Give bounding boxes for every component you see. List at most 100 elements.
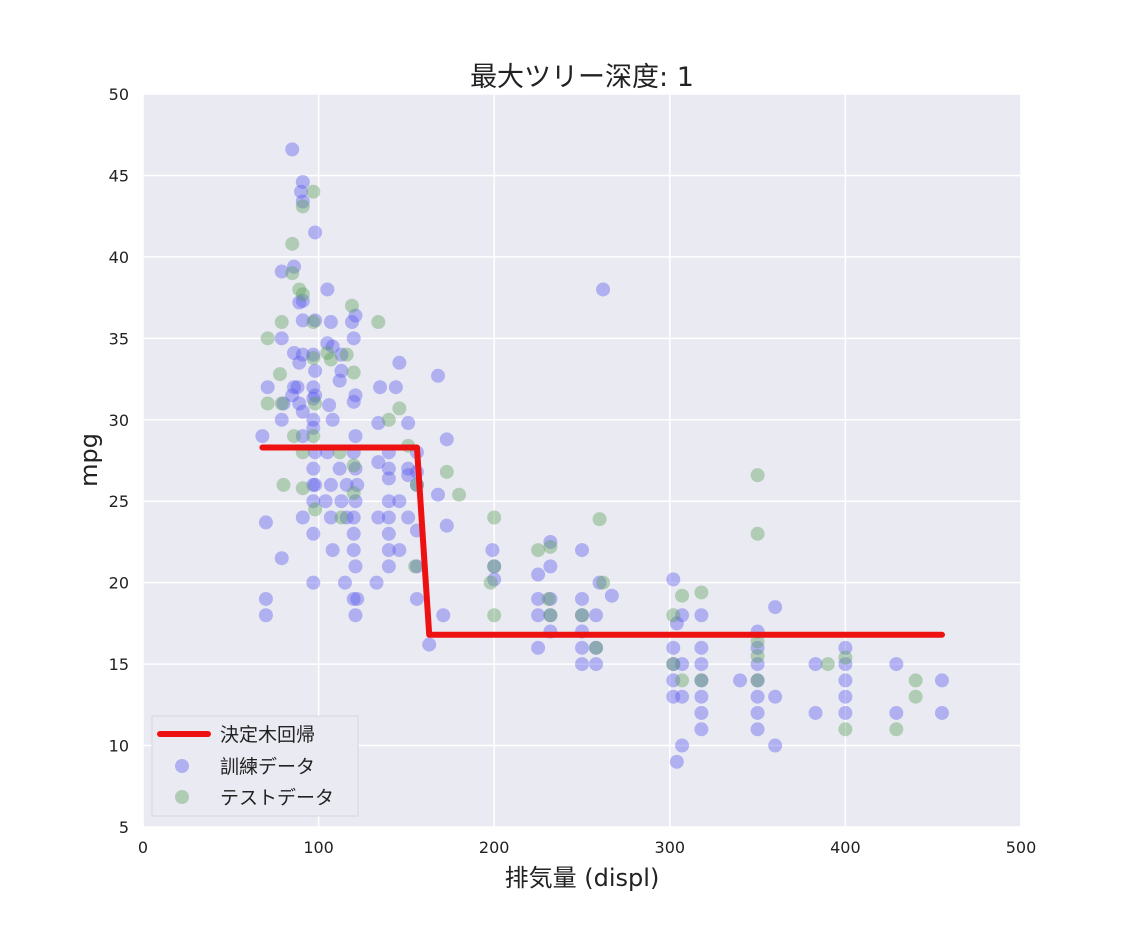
train-point xyxy=(276,396,291,411)
train-point xyxy=(260,380,275,395)
train-point xyxy=(381,461,396,476)
test-point xyxy=(323,352,338,367)
train-point xyxy=(694,673,709,688)
train-point xyxy=(675,738,690,753)
test-point xyxy=(260,331,275,346)
regression-line xyxy=(259,444,945,638)
train-point xyxy=(274,551,289,566)
train-point xyxy=(325,339,340,354)
train-point xyxy=(381,526,396,541)
x-tick-label: 500 xyxy=(1006,838,1037,857)
test-point xyxy=(346,458,361,473)
y-tick-label: 40 xyxy=(109,248,129,267)
train-point xyxy=(768,738,783,753)
test-point xyxy=(543,608,558,623)
test-point xyxy=(487,608,502,623)
train-point xyxy=(675,608,690,623)
test-point xyxy=(371,315,386,330)
train-point xyxy=(575,657,589,672)
train-point xyxy=(350,591,365,606)
train-point xyxy=(285,142,300,157)
train-point xyxy=(596,282,611,297)
train-points xyxy=(255,142,949,769)
test-point xyxy=(543,539,558,554)
train-point xyxy=(348,388,363,403)
train-point xyxy=(306,526,321,541)
test-point xyxy=(675,673,690,688)
train-point xyxy=(543,591,558,606)
plot-area xyxy=(143,94,1021,827)
test-point xyxy=(750,648,765,663)
train-point xyxy=(750,657,765,672)
test-point xyxy=(274,396,289,411)
train-point xyxy=(258,608,273,623)
train-point xyxy=(592,575,607,590)
train-point xyxy=(295,293,310,308)
train-point xyxy=(381,471,396,486)
x-tick-label: 300 xyxy=(655,838,686,857)
test-point xyxy=(346,486,361,501)
train-point xyxy=(346,510,361,525)
train-point xyxy=(306,347,321,362)
train-point xyxy=(392,355,407,370)
legend-swatch-test xyxy=(175,790,189,804)
legend-swatch-train xyxy=(175,759,189,773)
test-point xyxy=(592,512,607,527)
train-point xyxy=(485,543,500,558)
train-point xyxy=(487,572,502,587)
x-tick-label: 100 xyxy=(303,838,334,857)
train-point xyxy=(388,380,403,395)
train-point xyxy=(381,510,396,525)
train-point xyxy=(381,494,396,509)
train-point xyxy=(255,429,270,444)
test-point xyxy=(306,184,321,199)
y-tick-label: 10 xyxy=(109,737,129,756)
train-point xyxy=(808,705,823,720)
train-point xyxy=(666,657,681,672)
test-point xyxy=(694,585,709,600)
train-point xyxy=(348,429,363,444)
test-point xyxy=(272,367,287,382)
train-point xyxy=(308,477,323,492)
train-point xyxy=(733,673,748,688)
train-point xyxy=(295,429,310,444)
train-point xyxy=(543,534,558,549)
test-point xyxy=(306,429,321,444)
train-point xyxy=(750,722,765,737)
x-tick-label: 400 xyxy=(830,838,861,857)
train-point xyxy=(292,295,307,310)
train-point xyxy=(346,526,361,541)
test-point xyxy=(483,575,498,590)
train-point xyxy=(750,640,765,655)
train-point xyxy=(838,657,853,672)
test-point xyxy=(750,468,765,483)
test-point xyxy=(666,657,681,672)
train-point xyxy=(531,640,546,655)
train-point xyxy=(675,657,690,672)
test-point xyxy=(750,526,765,541)
train-point xyxy=(409,591,424,606)
test-point xyxy=(285,236,300,251)
train-point xyxy=(274,412,289,427)
test-point xyxy=(666,608,681,623)
train-point xyxy=(371,455,386,470)
train-point xyxy=(308,225,323,240)
train-point xyxy=(306,412,321,427)
train-point xyxy=(575,608,589,623)
y-tick-label: 25 xyxy=(109,492,129,511)
test-point xyxy=(285,266,300,281)
train-point xyxy=(694,689,709,704)
train-point xyxy=(531,608,546,623)
test-point xyxy=(750,673,765,688)
train-point xyxy=(320,282,335,297)
train-point xyxy=(750,705,765,720)
train-point xyxy=(439,432,454,447)
test-point xyxy=(750,634,765,649)
train-point xyxy=(392,494,407,509)
chart-title: 最大ツリー深度: 1 xyxy=(470,62,694,93)
train-point xyxy=(694,608,709,623)
train-point xyxy=(768,689,783,704)
train-point xyxy=(348,308,363,323)
test-point xyxy=(306,350,321,365)
